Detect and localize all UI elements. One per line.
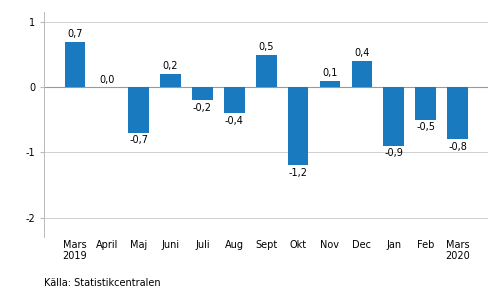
Bar [415, 87, 436, 120]
Bar [192, 87, 213, 100]
Bar [352, 61, 372, 87]
Text: -0,2: -0,2 [193, 103, 212, 113]
Text: 0,5: 0,5 [258, 42, 274, 52]
Bar [288, 87, 309, 165]
Text: -1,2: -1,2 [288, 168, 308, 178]
Text: -0,9: -0,9 [385, 148, 403, 158]
Text: 0,4: 0,4 [354, 48, 370, 58]
Bar [224, 87, 245, 113]
Bar [256, 54, 277, 87]
Text: -0,7: -0,7 [129, 135, 148, 145]
Text: 0,2: 0,2 [163, 61, 178, 71]
Bar [65, 42, 85, 87]
Bar [128, 87, 149, 133]
Text: Källa: Statistikcentralen: Källa: Statistikcentralen [44, 278, 161, 288]
Text: -0,4: -0,4 [225, 116, 244, 126]
Text: 0,0: 0,0 [99, 74, 114, 85]
Text: -0,8: -0,8 [448, 142, 467, 152]
Bar [447, 87, 468, 139]
Text: 0,7: 0,7 [67, 29, 83, 39]
Bar [319, 81, 340, 87]
Text: 0,1: 0,1 [322, 68, 338, 78]
Text: -0,5: -0,5 [416, 122, 435, 132]
Bar [160, 74, 181, 87]
Bar [384, 87, 404, 146]
